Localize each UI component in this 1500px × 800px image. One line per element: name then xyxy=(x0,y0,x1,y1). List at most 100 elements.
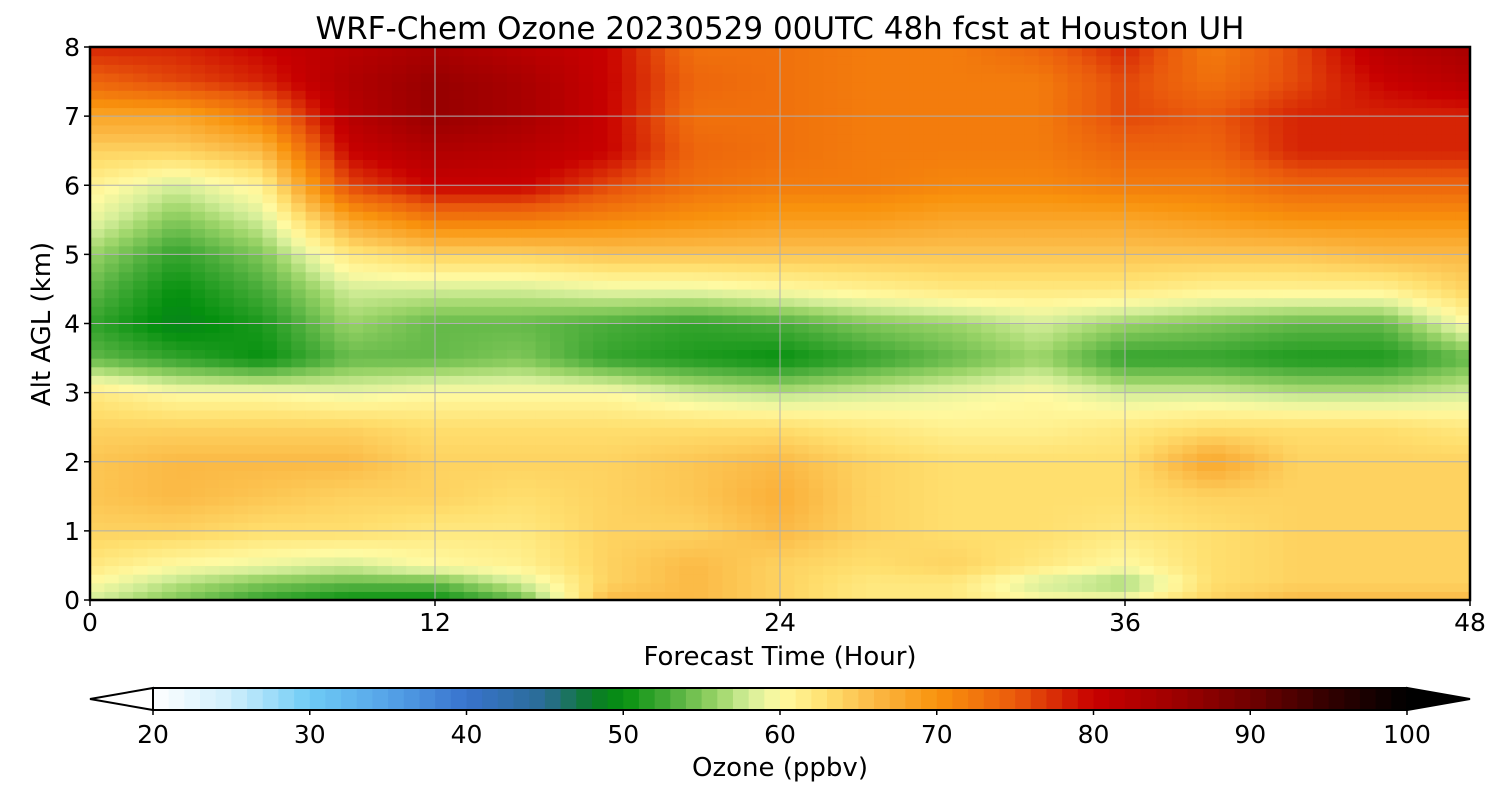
heatmap-cell xyxy=(320,159,335,169)
heatmap-cell xyxy=(161,237,177,247)
heatmap-cell xyxy=(578,228,594,238)
heatmap-cell xyxy=(406,383,422,394)
heatmap-cell xyxy=(219,254,235,264)
heatmap-cell xyxy=(205,193,220,204)
heatmap-cell xyxy=(1268,228,1284,238)
heatmap-cell xyxy=(837,574,853,584)
heatmap-cell xyxy=(808,202,824,212)
heatmap-cell xyxy=(305,591,321,601)
heatmap-cell xyxy=(420,358,436,368)
heatmap-cell xyxy=(1211,167,1227,178)
heatmap-cell xyxy=(506,202,522,212)
heatmap-cell xyxy=(449,548,465,558)
heatmap-cell xyxy=(550,556,565,567)
heatmap-cell xyxy=(1426,228,1442,238)
heatmap-cell xyxy=(823,245,839,255)
heatmap-cell xyxy=(1125,288,1140,299)
heatmap-cell xyxy=(1311,556,1327,567)
heatmap-cell xyxy=(1326,349,1342,359)
heatmap-cell xyxy=(521,392,537,402)
heatmap-cell xyxy=(1182,349,1198,359)
heatmap-cell xyxy=(420,574,436,584)
heatmap-cell xyxy=(1081,297,1097,307)
heatmap-cell xyxy=(1096,288,1112,299)
heatmap-cell xyxy=(1455,383,1471,394)
heatmap-cell xyxy=(1340,496,1356,506)
heatmap-cell xyxy=(478,271,494,281)
heatmap-cell xyxy=(722,444,738,454)
heatmap-cell xyxy=(880,306,896,316)
heatmap-cell xyxy=(578,245,594,255)
heatmap-cell xyxy=(219,297,235,307)
heatmap-cell xyxy=(1441,332,1457,342)
heatmap-cell xyxy=(348,306,364,316)
heatmap-cell xyxy=(621,418,637,428)
heatmap-cell xyxy=(578,565,594,575)
heatmap-cell xyxy=(1369,185,1385,195)
heatmap-cell xyxy=(895,375,910,385)
heatmap-cell xyxy=(506,280,522,290)
heatmap-cell xyxy=(521,297,537,307)
heatmap-cell xyxy=(1211,539,1227,549)
heatmap-cell xyxy=(305,288,321,299)
heatmap-cell xyxy=(104,332,120,342)
heatmap-cell xyxy=(679,211,695,221)
heatmap-cell xyxy=(90,280,105,290)
heatmap-cell xyxy=(291,444,307,454)
heatmap-cell xyxy=(1297,470,1313,480)
heatmap-cell xyxy=(1110,479,1126,489)
heatmap-cell xyxy=(621,340,637,351)
heatmap-cell xyxy=(305,176,321,186)
heatmap-cell xyxy=(363,202,379,212)
heatmap-cell xyxy=(995,409,1011,420)
heatmap-cell xyxy=(851,237,867,247)
heatmap-cell xyxy=(679,591,695,601)
heatmap-cell xyxy=(1426,375,1442,385)
heatmap-cell xyxy=(1426,306,1442,316)
heatmap-cell xyxy=(1153,522,1169,532)
heatmap-cell xyxy=(190,461,206,471)
heatmap-cell xyxy=(248,306,264,316)
heatmap-cell xyxy=(506,349,522,359)
heatmap-cell xyxy=(636,409,652,420)
heatmap-cell xyxy=(435,245,450,255)
heatmap-cell xyxy=(636,288,652,299)
heatmap-cell xyxy=(478,358,494,368)
heatmap-cell xyxy=(923,185,939,195)
heatmap-cell xyxy=(880,340,896,351)
heatmap-cell xyxy=(1096,340,1112,351)
heatmap-cell xyxy=(1010,453,1025,463)
heatmap-cell xyxy=(1196,401,1212,411)
heatmap-cell xyxy=(823,383,839,394)
heatmap-cell xyxy=(995,358,1011,368)
heatmap-cell xyxy=(621,409,637,420)
heatmap-cell xyxy=(808,461,824,471)
heatmap-cell xyxy=(1297,185,1313,195)
heatmap-cell xyxy=(248,556,264,567)
heatmap-cell xyxy=(751,332,767,342)
heatmap-cell xyxy=(406,245,422,255)
heatmap-cell xyxy=(1211,237,1227,247)
heatmap-cell xyxy=(492,150,508,160)
heatmap-cell xyxy=(593,202,609,212)
heatmap-cell xyxy=(535,340,551,351)
heatmap-cell xyxy=(1196,332,1212,342)
heatmap-cell xyxy=(564,530,580,541)
heatmap-cell xyxy=(722,332,738,342)
heatmap-cell xyxy=(909,167,925,178)
heatmap-cell xyxy=(909,461,925,471)
heatmap-cell xyxy=(90,142,105,152)
heatmap-cell xyxy=(665,193,680,204)
heatmap-cell xyxy=(923,159,939,169)
heatmap-cell xyxy=(794,254,810,264)
heatmap-cell xyxy=(348,539,364,549)
heatmap-cell xyxy=(147,332,163,342)
heatmap-cell xyxy=(478,530,494,541)
heatmap-cell xyxy=(478,565,494,575)
heatmap-cell xyxy=(463,401,479,411)
plot-area xyxy=(88,45,1472,602)
heatmap-cell xyxy=(866,574,882,584)
heatmap-cell xyxy=(1297,453,1313,463)
heatmap-cell xyxy=(320,314,335,325)
heatmap-cell xyxy=(521,427,537,437)
